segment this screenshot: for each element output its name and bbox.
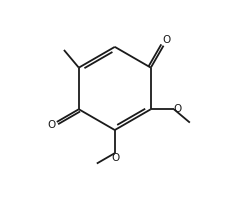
Text: O: O: [163, 35, 171, 45]
Text: O: O: [47, 120, 55, 130]
Text: O: O: [173, 104, 182, 114]
Text: O: O: [112, 153, 120, 163]
